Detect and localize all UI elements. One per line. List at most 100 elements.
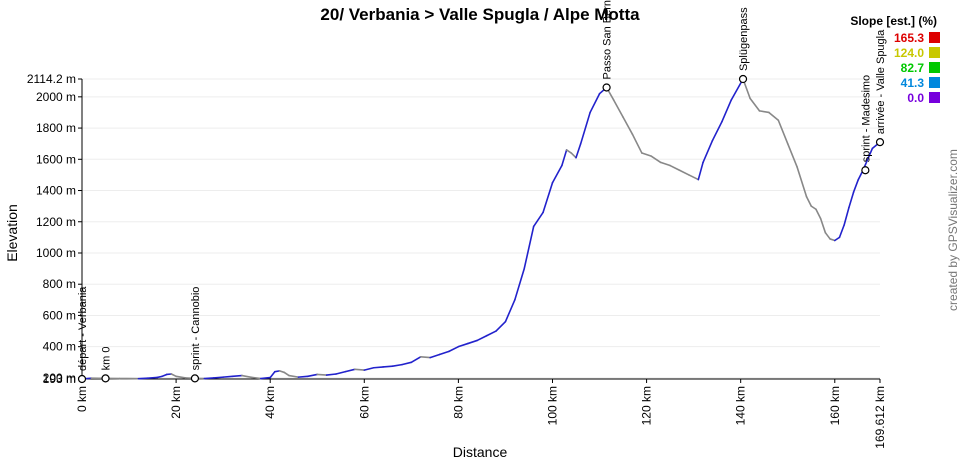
profile-segment (833, 236, 841, 242)
y-tick-label: 800 m (43, 277, 76, 291)
profile-segment (438, 350, 450, 356)
y-tick-label: 1200 m (36, 215, 76, 229)
legend-swatch (929, 32, 940, 43)
x-tick-label: 140 km (734, 386, 748, 425)
waypoint-label: Splügenpass (738, 7, 750, 71)
profile-segment (170, 373, 177, 378)
profile-segment (495, 320, 507, 332)
legend-swatch (929, 62, 940, 73)
waypoint-label: Passo San Bernardino (602, 0, 614, 79)
x-tick-label: 160 km (828, 386, 842, 425)
profile-segment (570, 152, 577, 159)
y-tick-label: 193 m (43, 372, 76, 386)
profile-segment (325, 373, 337, 376)
credit-text: created by GPSVisualizer.com (946, 149, 960, 311)
profile-segment (852, 178, 860, 193)
profile-segment (222, 375, 234, 378)
profile-segment (269, 370, 276, 379)
profile-segment (551, 164, 563, 184)
profile-segment (372, 366, 384, 369)
profile-segment (561, 149, 568, 167)
profile-segment (203, 377, 215, 380)
profile-segment (457, 342, 469, 348)
profile-segment (175, 375, 187, 379)
profile-segment (721, 99, 733, 123)
profile-segment (316, 373, 328, 376)
waypoint-label: arrivée - Valle Spugla (875, 29, 887, 134)
profile-segment (391, 363, 403, 367)
chart-title: 20/ Verbania > Valle Spugla / Alpe Motta (320, 5, 640, 24)
waypoint-marker (861, 166, 870, 175)
profile-segment (669, 164, 681, 172)
profile-segment (622, 116, 634, 136)
profile-segment (212, 376, 224, 379)
profile-segment (532, 211, 544, 228)
profile-segment (429, 353, 441, 359)
waypoint-marker (875, 138, 885, 147)
x-tick-label: 100 km (545, 386, 559, 425)
profile-segment (504, 299, 516, 323)
x-tick-label: 169.612 km (873, 386, 887, 449)
x-tick-label: 60 km (357, 386, 371, 419)
waypoint-marker (77, 374, 87, 384)
x-tick-label: 40 km (263, 386, 277, 419)
profile-segment (777, 119, 789, 145)
profile-segment (382, 365, 394, 368)
x-tick-label: 0 km (75, 386, 89, 412)
profile-segment (542, 181, 554, 214)
profile-segment (711, 121, 723, 142)
profile-segment (589, 92, 601, 114)
x-tick-label: 80 km (451, 386, 465, 419)
waypoint-marker (602, 83, 611, 92)
profile-segment (678, 169, 690, 176)
profile-segment (156, 375, 163, 379)
profile-segment (448, 345, 460, 353)
profile-segment (278, 370, 286, 374)
profile-segment (565, 149, 573, 154)
profile-segment (843, 206, 850, 226)
profile-segment (288, 374, 300, 378)
y-tick-label: 1000 m (36, 246, 76, 260)
x-tick-label: 120 km (640, 386, 654, 425)
waypoint-markers: départ - Verbania km 0 sprint - Cannobio Pa… (77, 0, 887, 384)
profile-segment (768, 111, 780, 122)
profile-segment (641, 152, 653, 157)
profile-segment (659, 161, 671, 167)
profile-segment (485, 330, 497, 337)
profile-segment (344, 368, 356, 373)
y-tick-label: 2000 m (36, 90, 76, 104)
profile-segment (829, 238, 836, 242)
y-tick-label: 200 m (43, 371, 76, 385)
profile-segment (335, 370, 347, 375)
waypoint-marker (738, 74, 748, 84)
profile-segment (523, 225, 535, 270)
profile-segment (688, 174, 700, 181)
x-tick-label: 20 km (169, 386, 183, 419)
profile-segment (650, 155, 662, 164)
waypoint-marker (101, 374, 110, 383)
x-axis-label: Distance (453, 444, 508, 460)
profile-segment (466, 339, 479, 345)
profile-segment (612, 99, 624, 118)
waypoint-label: départ - Verbania (77, 286, 89, 371)
profile-segment (866, 147, 874, 161)
legend-swatch (929, 92, 940, 103)
legend-swatch (929, 77, 940, 88)
y-tick-label: 1400 m (36, 184, 76, 198)
y-tick-label: 2114.2 m (27, 72, 76, 86)
profile-segment (283, 371, 290, 377)
profile-segment (631, 133, 643, 154)
profile-segment (354, 368, 366, 371)
legend-value: 0.0 (907, 91, 924, 105)
profile-segment (476, 334, 488, 342)
profile-segment (514, 267, 526, 301)
profile-segment (805, 195, 813, 207)
profile-segment (363, 366, 375, 371)
plot-frame (81, 79, 880, 380)
profile-segment (575, 142, 582, 159)
profile-segment (250, 376, 262, 380)
y-gridlines (82, 78, 880, 379)
